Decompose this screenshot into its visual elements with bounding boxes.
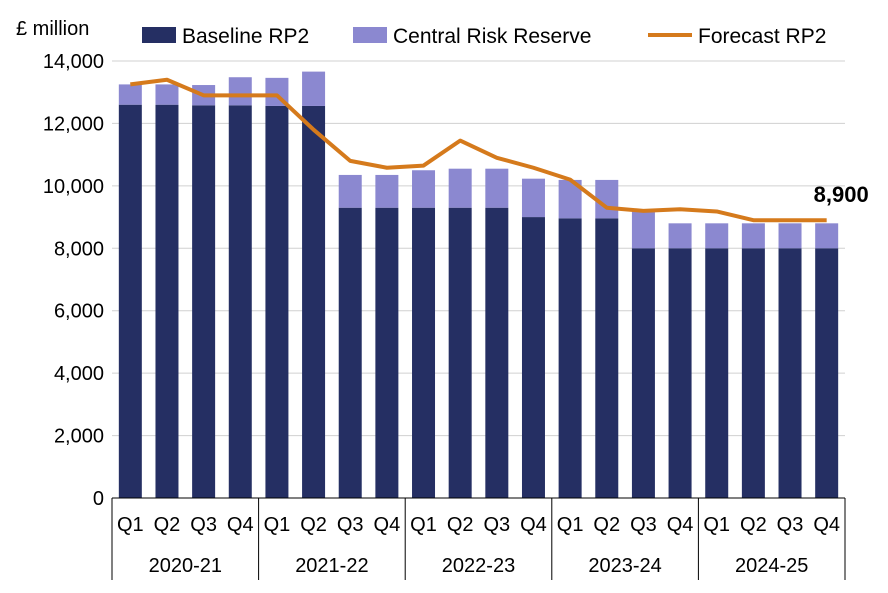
bar-baseline-rp2 xyxy=(521,217,545,499)
bar-baseline-rp2 xyxy=(595,218,619,498)
x-category-label: Q1 xyxy=(117,514,144,536)
x-category-label: Q4 xyxy=(813,514,840,536)
bar-baseline-rp2 xyxy=(412,207,436,498)
x-category-label: Q1 xyxy=(557,514,584,536)
y-tick-label: 0 xyxy=(93,488,104,510)
bar-central-risk-reserve xyxy=(558,179,582,219)
x-category-label: Q1 xyxy=(703,514,730,536)
bar-baseline-rp2 xyxy=(741,248,765,498)
x-category-label: Q2 xyxy=(740,514,767,536)
bar-central-risk-reserve xyxy=(118,84,142,105)
bar-baseline-rp2 xyxy=(118,104,142,498)
bar-baseline-rp2 xyxy=(265,105,289,498)
x-axis-categories: Q1 Q2 Q3 Q4 Q1 Q2 Q3 Q4 Q1 Q2 Q3 Q4 Q1 Q2 Q3 Q4 Q1 Q2 Q3 Q4… xyxy=(117,514,840,577)
legend-label: Baseline RP2 xyxy=(182,25,309,48)
y-tick-label: 10,000 xyxy=(43,176,104,198)
x-category-label: Q2 xyxy=(447,514,474,536)
bar-baseline-rp2 xyxy=(705,248,729,498)
x-category-label: Q3 xyxy=(483,514,510,536)
legend-label: Forecast RP2 xyxy=(698,25,826,48)
bar-central-risk-reserve xyxy=(815,223,839,249)
x-category-label: Q2 xyxy=(300,514,327,536)
bar-central-risk-reserve xyxy=(705,223,729,249)
bar-central-risk-reserve xyxy=(412,170,436,208)
bar-central-risk-reserve xyxy=(228,77,252,106)
x-category-label: Q4 xyxy=(520,514,547,536)
forecast-end-label: 8,900 xyxy=(814,182,869,207)
x-category-label: Q4 xyxy=(667,514,694,536)
bar-baseline-rp2 xyxy=(448,207,472,498)
x-category-label: Q3 xyxy=(190,514,217,536)
x-category-label: Q2 xyxy=(593,514,620,536)
bar-baseline-rp2 xyxy=(631,248,655,498)
bar-baseline-rp2 xyxy=(668,248,692,498)
y-tick-label: 4,000 xyxy=(54,363,104,385)
x-category-label: Q4 xyxy=(374,514,401,536)
bar-central-risk-reserve xyxy=(485,168,509,208)
legend-swatch xyxy=(353,27,387,43)
bar-baseline-rp2 xyxy=(155,104,179,498)
bar-central-risk-reserve xyxy=(668,223,692,249)
bar-baseline-rp2 xyxy=(375,207,399,498)
bar-central-risk-reserve xyxy=(448,168,472,208)
bar-central-risk-reserve xyxy=(631,210,655,249)
x-category-label: Q3 xyxy=(337,514,364,536)
axes xyxy=(111,497,846,580)
bar-central-risk-reserve xyxy=(375,174,399,208)
bar-central-risk-reserve xyxy=(778,223,802,249)
legend-label: Central Risk Reserve xyxy=(393,25,591,48)
bar-central-risk-reserve xyxy=(521,178,545,218)
forecast-rp2-line xyxy=(130,77,827,223)
legend-swatch xyxy=(142,27,176,43)
bar-central-risk-reserve xyxy=(741,223,765,249)
legend: Baseline RP2 Central Risk Reserve Forecast… xyxy=(142,25,826,48)
y-tick-label: 2,000 xyxy=(54,426,104,448)
x-year-group-label: 2020-21 xyxy=(149,555,222,577)
y-tick-label: 14,000 xyxy=(43,51,104,73)
x-year-group-label: 2022-23 xyxy=(442,555,515,577)
bar-baseline-rp2 xyxy=(815,248,839,498)
x-category-label: Q2 xyxy=(154,514,181,536)
bar-baseline-rp2 xyxy=(302,105,326,498)
bar-baseline-rp2 xyxy=(228,105,252,499)
x-year-group-label: 2021-22 xyxy=(295,555,368,577)
y-axis-unit-label: £ million xyxy=(16,18,89,40)
x-category-label: Q1 xyxy=(410,514,437,536)
y-tick-label: 8,000 xyxy=(54,238,104,260)
bar-baseline-rp2 xyxy=(485,207,509,498)
x-category-label: Q3 xyxy=(777,514,804,536)
bar-baseline-rp2 xyxy=(558,218,582,498)
x-category-label: Q1 xyxy=(264,514,291,536)
bars xyxy=(118,71,839,499)
x-category-label: Q4 xyxy=(227,514,254,536)
bar-baseline-rp2 xyxy=(192,105,216,499)
forecast-line-group xyxy=(130,77,827,223)
x-year-group-label: 2024-25 xyxy=(735,555,808,577)
y-tick-label: 6,000 xyxy=(54,301,104,323)
x-category-label: Q3 xyxy=(630,514,657,536)
bar-central-risk-reserve xyxy=(338,174,362,208)
gridlines xyxy=(112,60,845,437)
x-year-group-label: 2023-24 xyxy=(588,555,661,577)
y-tick-label: 12,000 xyxy=(43,113,104,135)
y-axis-ticks: 0 2,000 4,000 6,000 8,000 10,000 12,000 14,000 xyxy=(43,51,104,510)
bar-baseline-rp2 xyxy=(778,248,802,498)
bar-central-risk-reserve xyxy=(302,71,326,106)
bar-baseline-rp2 xyxy=(338,207,362,498)
bar-central-risk-reserve xyxy=(155,84,179,105)
